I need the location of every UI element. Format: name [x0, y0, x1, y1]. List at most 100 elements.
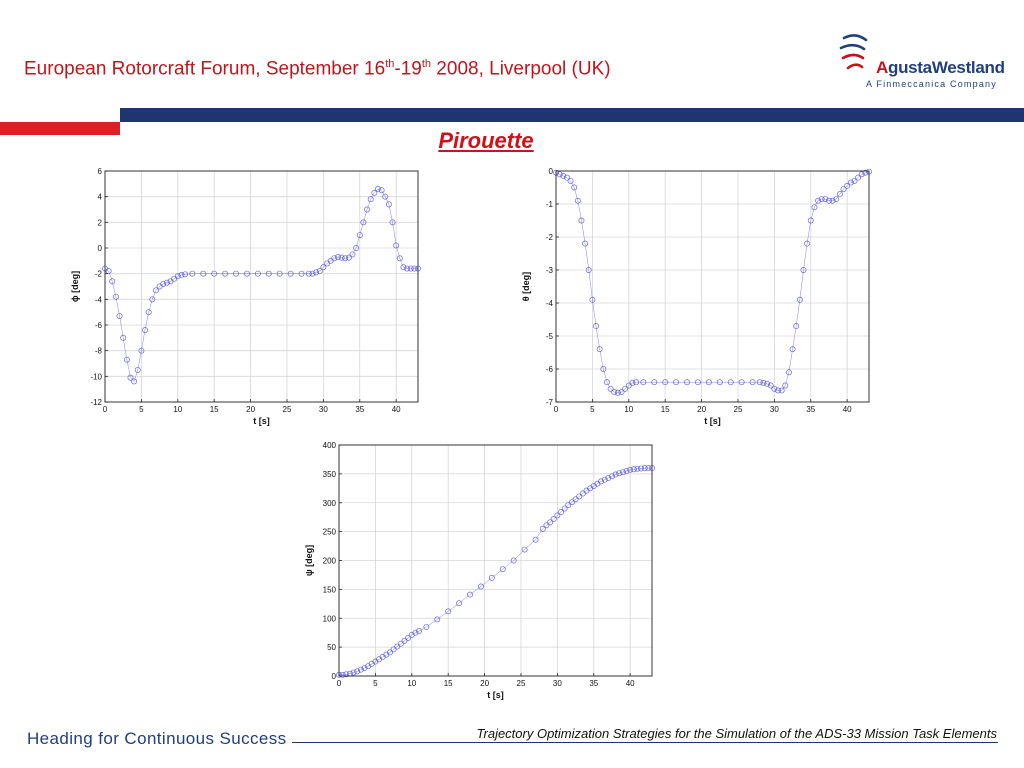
- theta-x-tick-label: 10: [624, 405, 633, 414]
- phi-x-tick-label: 10: [173, 405, 182, 414]
- theta-data-point: [684, 379, 690, 386]
- theta-y-tick-label: -3: [546, 266, 554, 275]
- psi-data-point: [350, 669, 357, 676]
- psi-data-point: [390, 646, 397, 653]
- theta-data-point: [618, 389, 625, 396]
- psi-y-tick-label: 350: [323, 470, 337, 479]
- psi-data-point: [423, 623, 430, 630]
- psi-data-point: [416, 628, 423, 634]
- psi-y-tick-label: 200: [323, 557, 337, 566]
- phi-data-point: [331, 255, 338, 262]
- phi-data-point: [360, 219, 367, 226]
- phi-data-point: [364, 206, 370, 213]
- header-title-prefix: European Rotorcraft Forum, September 16: [24, 58, 386, 80]
- psi-data-point: [565, 502, 572, 509]
- theta-y-tick-label: -4: [546, 299, 554, 308]
- psi-data-point: [619, 469, 626, 476]
- theta-data-point: [738, 379, 745, 386]
- psi-data-point: [401, 637, 408, 644]
- psi-data-point: [539, 525, 546, 532]
- theta-x-axis-label: t [s]: [704, 416, 721, 426]
- psi-x-tick-label: 30: [553, 679, 562, 688]
- phi-data-point: [382, 193, 389, 200]
- theta-data-point: [851, 177, 858, 184]
- phi-data-point: [411, 265, 418, 272]
- phi-data-point: [189, 270, 196, 277]
- theta-data-point: [556, 171, 563, 178]
- psi-data-point: [397, 640, 404, 647]
- slide-title: Pirouette: [438, 128, 534, 153]
- psi-y-tick-label: 0: [332, 672, 337, 681]
- phi-data-point: [404, 265, 411, 272]
- phi-data-point: [356, 232, 363, 239]
- header-sup-1: th: [385, 58, 395, 70]
- psi-data-point: [609, 473, 615, 480]
- theta-data-point: [818, 196, 825, 202]
- psi-data-point: [623, 468, 630, 474]
- psi-data-point: [499, 566, 506, 573]
- theta-x-tick-label: 15: [661, 405, 670, 414]
- logo-name: AgustaWestland: [876, 58, 1005, 78]
- phi-data-point: [334, 254, 341, 260]
- phi-data-point: [233, 270, 239, 277]
- theta-data-point: [815, 197, 821, 204]
- psi-data-point: [405, 634, 412, 641]
- phi-x-tick-label: 35: [355, 405, 364, 414]
- theta-data-point: [785, 369, 792, 376]
- theta-data-point: [622, 385, 629, 392]
- phi-data-point: [396, 255, 403, 262]
- theta-data-point: [847, 179, 854, 186]
- psi-data-point: [445, 608, 452, 615]
- phi-data-point: [389, 219, 396, 226]
- psi-x-tick-label: 5: [373, 679, 378, 688]
- theta-data-point: [600, 366, 607, 372]
- psi-data-point: [394, 643, 401, 650]
- theta-data-point: [767, 382, 774, 389]
- theta-data-point: [582, 240, 589, 247]
- phi-x-tick-label: 0: [103, 405, 108, 414]
- phi-data-point: [407, 265, 414, 272]
- psi-data-point: [532, 536, 539, 543]
- psi-y-tick-label: 250: [323, 528, 337, 537]
- theta-data-point: [596, 346, 603, 353]
- psi-data-point: [434, 616, 441, 623]
- psi-y-tick-label: 50: [327, 643, 336, 652]
- theta-data-point: [640, 379, 647, 386]
- psi-y-tick-label: 100: [323, 614, 337, 623]
- theta-x-tick-label: 20: [697, 405, 706, 414]
- psi-y-tick-label: 150: [323, 585, 337, 594]
- theta-data-point: [855, 174, 862, 181]
- phi-data-point: [134, 366, 141, 373]
- phi-data-point: [378, 187, 385, 194]
- phi-y-tick-label: -8: [95, 347, 103, 356]
- phi-data-point: [309, 270, 316, 277]
- theta-data-point: [614, 389, 621, 396]
- psi-data-point: [467, 591, 473, 598]
- phi-data-point: [160, 280, 167, 287]
- theta-data-point: [633, 379, 640, 386]
- psi-x-tick-label: 25: [517, 679, 526, 688]
- phi-data-point: [112, 293, 119, 300]
- phi-data-point: [200, 270, 207, 277]
- theta-data-point: [807, 217, 814, 224]
- phi-data-point: [127, 374, 134, 381]
- phi-y-tick-label: 2: [98, 218, 103, 227]
- psi-data-point: [612, 471, 619, 478]
- phi-data-point: [153, 287, 159, 294]
- header-title: European Rotorcraft Forum, September 16t…: [24, 58, 611, 80]
- psi-y-tick-label: 300: [323, 499, 337, 508]
- phi-y-axis-label: ϕ [deg]: [70, 271, 80, 302]
- phi-x-tick-label: 15: [210, 405, 219, 414]
- phi-axes-frame: [104, 170, 419, 403]
- theta-data-point: [844, 182, 851, 189]
- phi-y-tick-label: -4: [95, 295, 103, 304]
- theta-y-tick-label: -1: [546, 200, 554, 209]
- phi-x-tick-label: 5: [139, 405, 144, 414]
- phi-y-tick-label: -6: [95, 321, 103, 330]
- psi-x-tick-label: 15: [444, 679, 453, 688]
- phi-data-point: [276, 270, 283, 277]
- phi-data-point: [243, 270, 250, 277]
- theta-data-point: [822, 196, 829, 202]
